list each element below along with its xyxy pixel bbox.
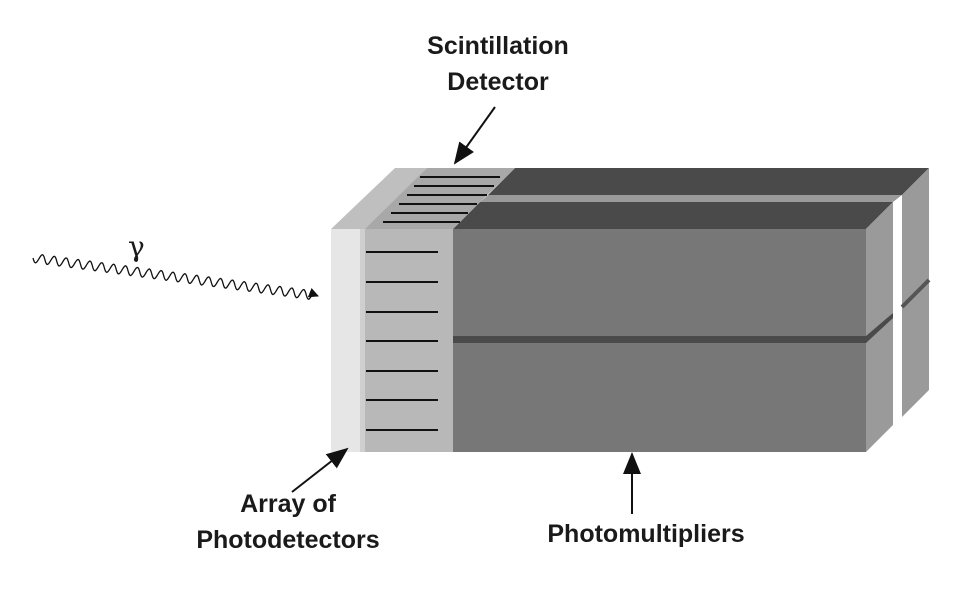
scintillation-label-line1: Scintillation <box>427 32 569 60</box>
photodetector-array <box>331 168 427 452</box>
photomultiplier-top-front <box>453 229 866 337</box>
photodetector-pointer-arrow <box>291 447 349 493</box>
scintillator-pointer-arrow <box>453 106 496 165</box>
scintillator-block <box>365 168 515 452</box>
photomultiplier-front-row <box>453 195 902 452</box>
gamma-symbol: γ <box>128 230 145 263</box>
array-label-line1: Array of <box>240 490 336 518</box>
scintillation-detector-label: Scintillation Detector <box>398 28 598 100</box>
photomultiplier-back-row <box>488 168 931 417</box>
scintillation-label-line2: Detector <box>447 68 549 96</box>
photomultipliers-label: Photomultipliers <box>547 520 745 548</box>
array-label-line2: Photodetectors <box>196 526 380 554</box>
photodetector-array-label: Array of Photodetectors <box>168 486 408 558</box>
photomultiplier-bottom-front <box>453 343 866 452</box>
gamma-ray-wave <box>32 254 319 300</box>
